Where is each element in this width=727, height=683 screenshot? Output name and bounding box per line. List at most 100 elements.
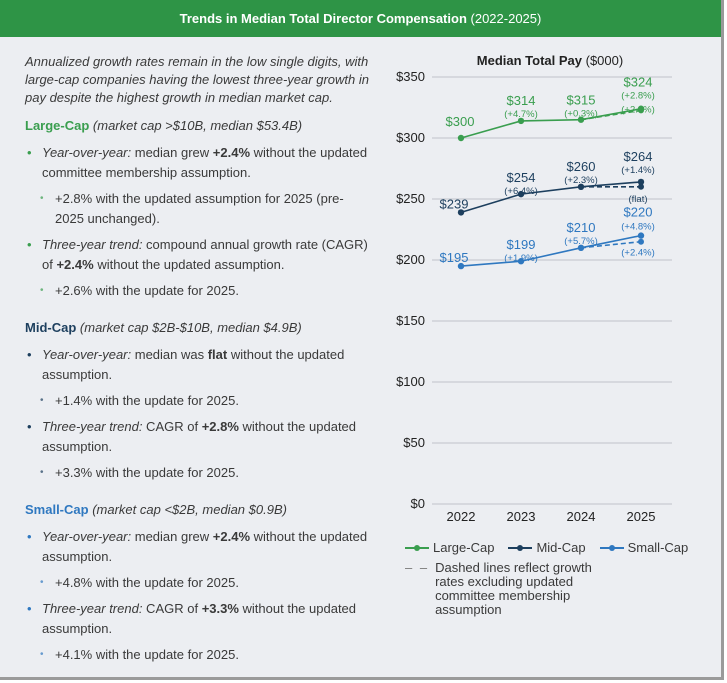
segment-large-cap: Large-Cap (market cap >$10B, median $53.… [25,117,370,301]
bullet-icon: • [40,467,44,478]
value-label: $195 [440,250,469,265]
bullet-lead: Year-over-year: [42,529,132,544]
y-tick-label: $100 [396,374,425,389]
bullet-item: • Three-year trend: compound annual growt… [25,235,370,275]
data-point [577,244,585,251]
bullet-text: CAGR of [142,601,202,616]
header-title: Trends in Median Total Director Compensa… [179,11,467,26]
value-label: $210 [567,220,596,235]
segment-heading: Large-Cap (market cap >$10B, median $53.… [25,117,370,135]
x-tick-label: 2024 [567,509,596,524]
sub-bullet-item: • +2.8% with the updated assumption for 2… [25,189,370,229]
bullet-item: • Year-over-year: median grew +2.4% witho… [25,527,370,567]
bullet-text: without the updated assumption. [42,347,345,382]
segment-heading: Small-Cap (market cap <$2B, median $0.9B… [25,501,370,519]
value-label: $324 [624,75,653,90]
panel-header: Trends in Median Total Director Compensa… [0,0,721,37]
series-marker-icon [508,544,533,551]
data-point [517,117,525,125]
value-label: $264 [624,149,653,164]
legend-note: Dashed lines reflect growth rates exclud… [435,560,592,617]
dashed-growth-label: (flat) [629,194,648,205]
bullet-text: without the updated assumption. [42,529,368,564]
bullet-icon: • [27,237,32,252]
dashed-line-small-cap [580,240,642,249]
intro-text: Annualized growth rates remain in the lo… [25,54,369,105]
sub-bullet-text: +2.8% with the updated assumption for 20… [55,191,344,226]
value-label: $199 [507,237,536,252]
bullet-item: • Three-year trend: CAGR of +2.8% without… [25,417,370,457]
bullet-text: compound annual growth rate (CAGR) of [42,237,368,272]
y-tick-label: $350 [396,69,425,84]
sub-bullet-item: • +1.4% with the update for 2025. [25,391,370,411]
bullet-text: CAGR of [142,419,202,434]
y-tick-label: $300 [396,130,425,145]
growth-label: (+2.8%) [621,91,655,102]
bullet-value: flat [207,347,228,362]
data-point [457,134,465,142]
bullet-icon: • [27,145,32,160]
growth-label: (+2.3%) [564,175,598,186]
bullet-icon: • [40,577,44,588]
data-point [457,262,465,270]
series-line-large-cap [460,107,642,139]
data-point [517,258,525,265]
dashed-growth-label: (+2.4%) [621,104,655,115]
value-label: $254 [507,170,536,185]
bullet-lead: Year-over-year: [42,347,132,362]
sub-bullet-text: +1.4% with the update for 2025. [55,393,239,408]
growth-label: (+0.3%) [564,109,598,120]
segment-heading: Mid-Cap (market cap $2B-$10B, median $4.… [25,319,370,337]
bullet-text: without the updated assumption. [42,419,357,454]
bullet-lead: Three-year trend: [42,601,143,616]
data-point [637,232,645,239]
data-point [637,105,645,112]
sub-bullet-item: • +4.8% with the update for 2025. [25,573,370,593]
commentary: Annualized growth rates remain in the lo… [25,53,370,677]
bullet-text: median was [131,347,208,362]
legend-item: Large-Cap [405,540,494,555]
bullet-text: without the updated assumption. [93,257,285,272]
bullet-lead: Three-year trend: [42,419,143,434]
sub-bullet-text: +4.8% with the update for 2025. [55,575,239,590]
legend-item: Mid-Cap [508,540,586,555]
sub-bullet-item: • +3.3% with the update for 2025. [25,463,370,483]
bullet-icon: • [27,419,32,434]
value-label: $300 [446,114,475,129]
segment-small-cap: Small-Cap (market cap <$2B, median $0.9B… [25,501,370,665]
growth-label: (+5.7%) [564,236,598,247]
bullet-value: +2.4% [56,257,94,272]
dashed-line-large-cap [580,109,642,121]
bullet-icon: • [40,285,44,296]
header-years: (2022-2025) [470,11,542,26]
chart-legend: Large-Cap Mid-Cap Small-Cap – – Dashed line… [405,540,696,617]
bullet-icon: • [40,395,44,406]
value-label: $260 [567,159,596,174]
segment-detail: (market cap >$10B, median $53.4B) [92,118,303,133]
dashed-growth-label: (+2.4%) [621,248,655,259]
bullet-item: • Year-over-year: median was flat without… [25,345,370,385]
bullet-value: +2.8% [201,419,239,434]
value-label: $314 [507,93,536,108]
bullet-icon: • [27,347,32,362]
bullet-item: • Year-over-year: median grew +2.4% witho… [25,143,370,183]
growth-label: (+4.7%) [504,109,538,120]
dashed-line-icon: – – [405,560,430,575]
segment-name: Large-Cap [25,118,90,133]
bullet-value: +3.3% [201,601,239,616]
y-tick-label: $150 [396,313,425,328]
chart-title-unit: ($000) [586,53,624,68]
data-point [457,209,465,216]
series-line-mid-cap [460,181,642,214]
bullet-item: • Three-year trend: CAGR of +3.3% without… [25,599,370,639]
growth-label: (+1.4%) [621,165,655,176]
value-label: $220 [624,205,653,220]
y-tick-label: $250 [396,191,425,206]
bullet-icon: • [27,601,32,616]
sub-bullet-item: • +2.6% with the update for 2025. [25,281,370,301]
series-line-small-cap [460,234,642,267]
bullet-value: +2.4% [212,529,251,544]
bullet-icon: • [40,649,44,660]
x-tick-label: 2022 [447,509,476,524]
